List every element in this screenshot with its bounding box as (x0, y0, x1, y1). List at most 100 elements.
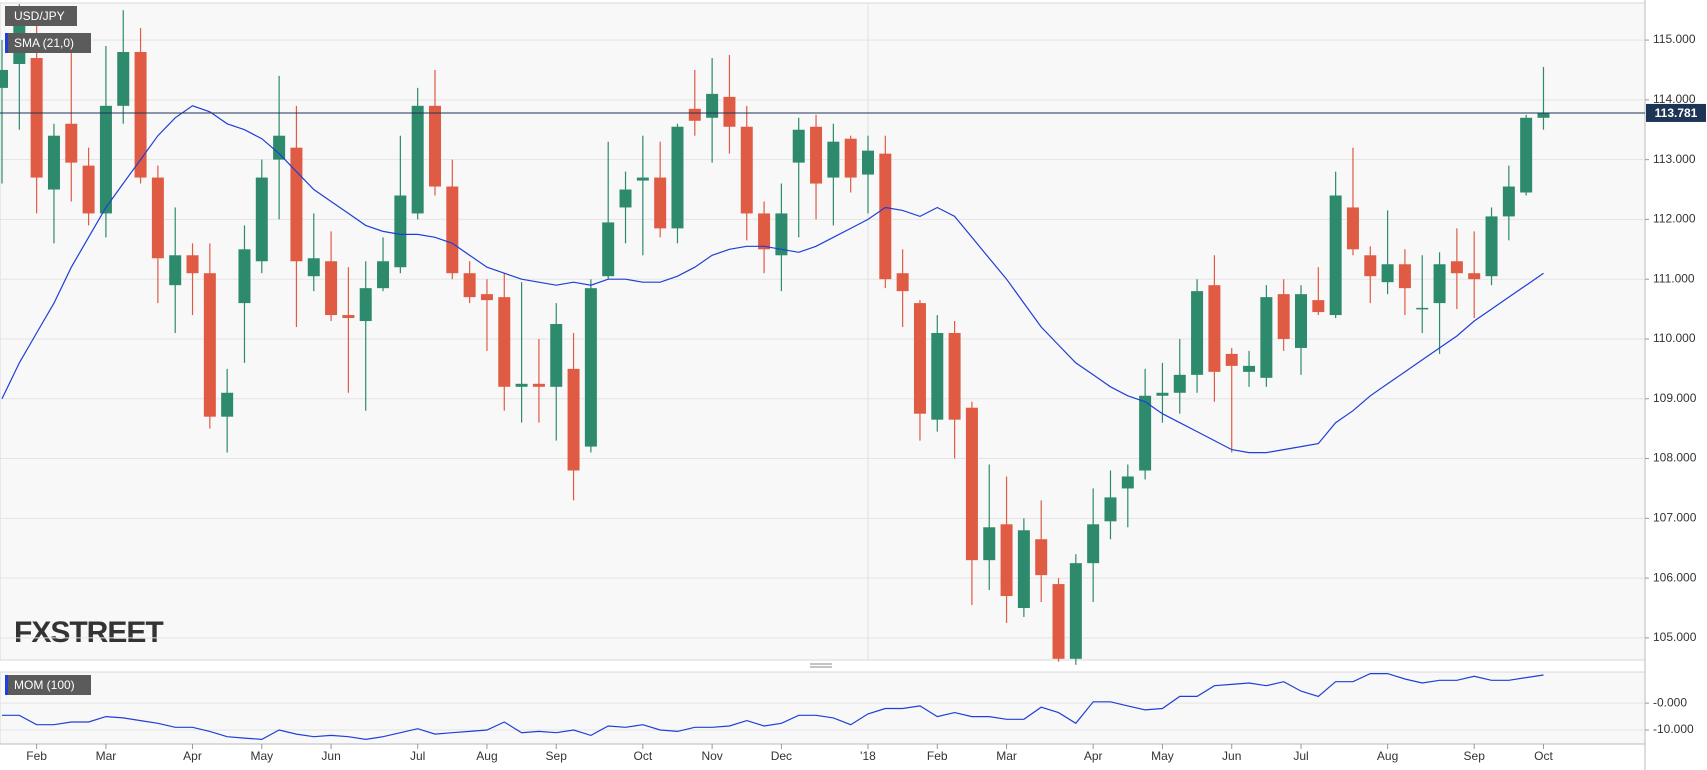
candle-body (1485, 216, 1498, 277)
candle-body (792, 129, 805, 163)
y-tick-label: 105.000 (1653, 630, 1697, 644)
candle-body (550, 324, 563, 387)
x-tick-label: Oct (1534, 749, 1553, 763)
indicator-tag (5, 33, 91, 53)
x-tick-label: May (250, 749, 273, 763)
symbol-tag (5, 6, 77, 26)
candle-body (758, 213, 771, 250)
candle-body (567, 368, 580, 471)
x-tick-label: Jul (410, 749, 425, 763)
x-tick-label: Oct (634, 749, 653, 763)
x-tick-label: Mar (96, 749, 117, 763)
candle-body (65, 123, 78, 163)
x-tick-label: Dec (771, 749, 792, 763)
candle-body (411, 105, 424, 214)
candle-body (654, 177, 667, 229)
candle-body (913, 303, 926, 414)
candle-body (1537, 112, 1550, 118)
y-tick-label: -10.000 (1653, 722, 1694, 736)
candle-body (290, 147, 303, 262)
indicator-color (5, 33, 8, 53)
candle-body (862, 150, 874, 175)
candle-body (983, 527, 996, 561)
candle-body (515, 383, 528, 387)
last-price-label: 113.781 (1655, 106, 1698, 120)
candle-body (238, 249, 251, 304)
x-tick-label: Feb (26, 749, 47, 763)
candle-body (1104, 497, 1117, 522)
indicator-color (5, 675, 8, 695)
candle-body (1502, 186, 1515, 217)
candle-body (636, 177, 649, 181)
candle-body (480, 294, 493, 301)
candle-body (1260, 297, 1273, 378)
candle-body (221, 392, 234, 417)
x-tick-label: Sep (1464, 749, 1486, 763)
x-tick-label: Jun (321, 749, 340, 763)
candle-body (1329, 195, 1342, 316)
candle-body (965, 407, 978, 561)
candle-body (186, 255, 199, 274)
y-tick-label: 113.000 (1653, 152, 1696, 166)
candle-body (879, 153, 892, 280)
candle-body (1520, 117, 1533, 193)
candle-body (273, 135, 286, 160)
candle-body (394, 195, 407, 268)
candle-body (169, 255, 182, 286)
panel-resize-handle[interactable] (810, 663, 832, 668)
candle-body (117, 52, 130, 106)
candle-body (203, 273, 216, 417)
candle-body (775, 213, 788, 256)
candle-body (896, 273, 909, 292)
sma-line (1, 105, 1544, 454)
x-tick-label: Nov (701, 749, 722, 763)
candle-body (463, 273, 476, 298)
candle-body (325, 261, 338, 316)
y-tick-label: -0.000 (1653, 695, 1687, 709)
candle-body (619, 189, 632, 208)
candle-body (1346, 207, 1359, 250)
candle-body (1364, 255, 1377, 277)
x-tick-label: Apr (183, 749, 202, 763)
candle-body (1433, 264, 1446, 304)
candle-body (740, 126, 753, 214)
candle-body (1000, 524, 1013, 597)
candle-body (377, 261, 390, 289)
x-tick-label: May (1151, 749, 1174, 763)
watermark: FXSTREET (14, 616, 163, 649)
candle-body (359, 288, 372, 322)
candle-body (342, 315, 355, 319)
candle-body (1017, 530, 1030, 608)
x-tick-label: Jul (1293, 749, 1308, 763)
x-tick-label: Sep (546, 749, 568, 763)
candle-body (827, 141, 840, 178)
candle-body (1398, 264, 1411, 289)
last-price-box (1646, 103, 1706, 122)
candle-body (151, 177, 164, 259)
y-tick-label: 111.000 (1653, 271, 1695, 285)
candle-body (1312, 300, 1325, 313)
y-tick-label: 107.000 (1653, 510, 1697, 524)
candle-body (1156, 392, 1169, 396)
x-tick-label: Jun (1222, 749, 1241, 763)
x-tick-label: Aug (1377, 749, 1398, 763)
candle-body (948, 332, 961, 420)
x-tick-label: '18 (860, 749, 876, 763)
candle-body (1139, 395, 1152, 471)
y-tick-label: 114.000 (1653, 92, 1696, 106)
candle-body (723, 96, 736, 127)
candle-body (584, 288, 597, 447)
indicator-label: MOM (100) (14, 678, 75, 692)
symbol-label: USD/JPY (14, 9, 65, 23)
candle-body (931, 332, 944, 420)
indicator-label: SMA (21,0) (14, 36, 74, 50)
candle-body (498, 297, 511, 387)
y-tick-label: 108.000 (1653, 451, 1697, 465)
candle-body (671, 126, 684, 229)
momentum-line (2, 673, 1544, 741)
y-tick-label: 112.000 (1653, 212, 1696, 226)
price-panel (0, 2, 1646, 661)
candle-body (1069, 563, 1082, 659)
candle-body (706, 93, 719, 118)
